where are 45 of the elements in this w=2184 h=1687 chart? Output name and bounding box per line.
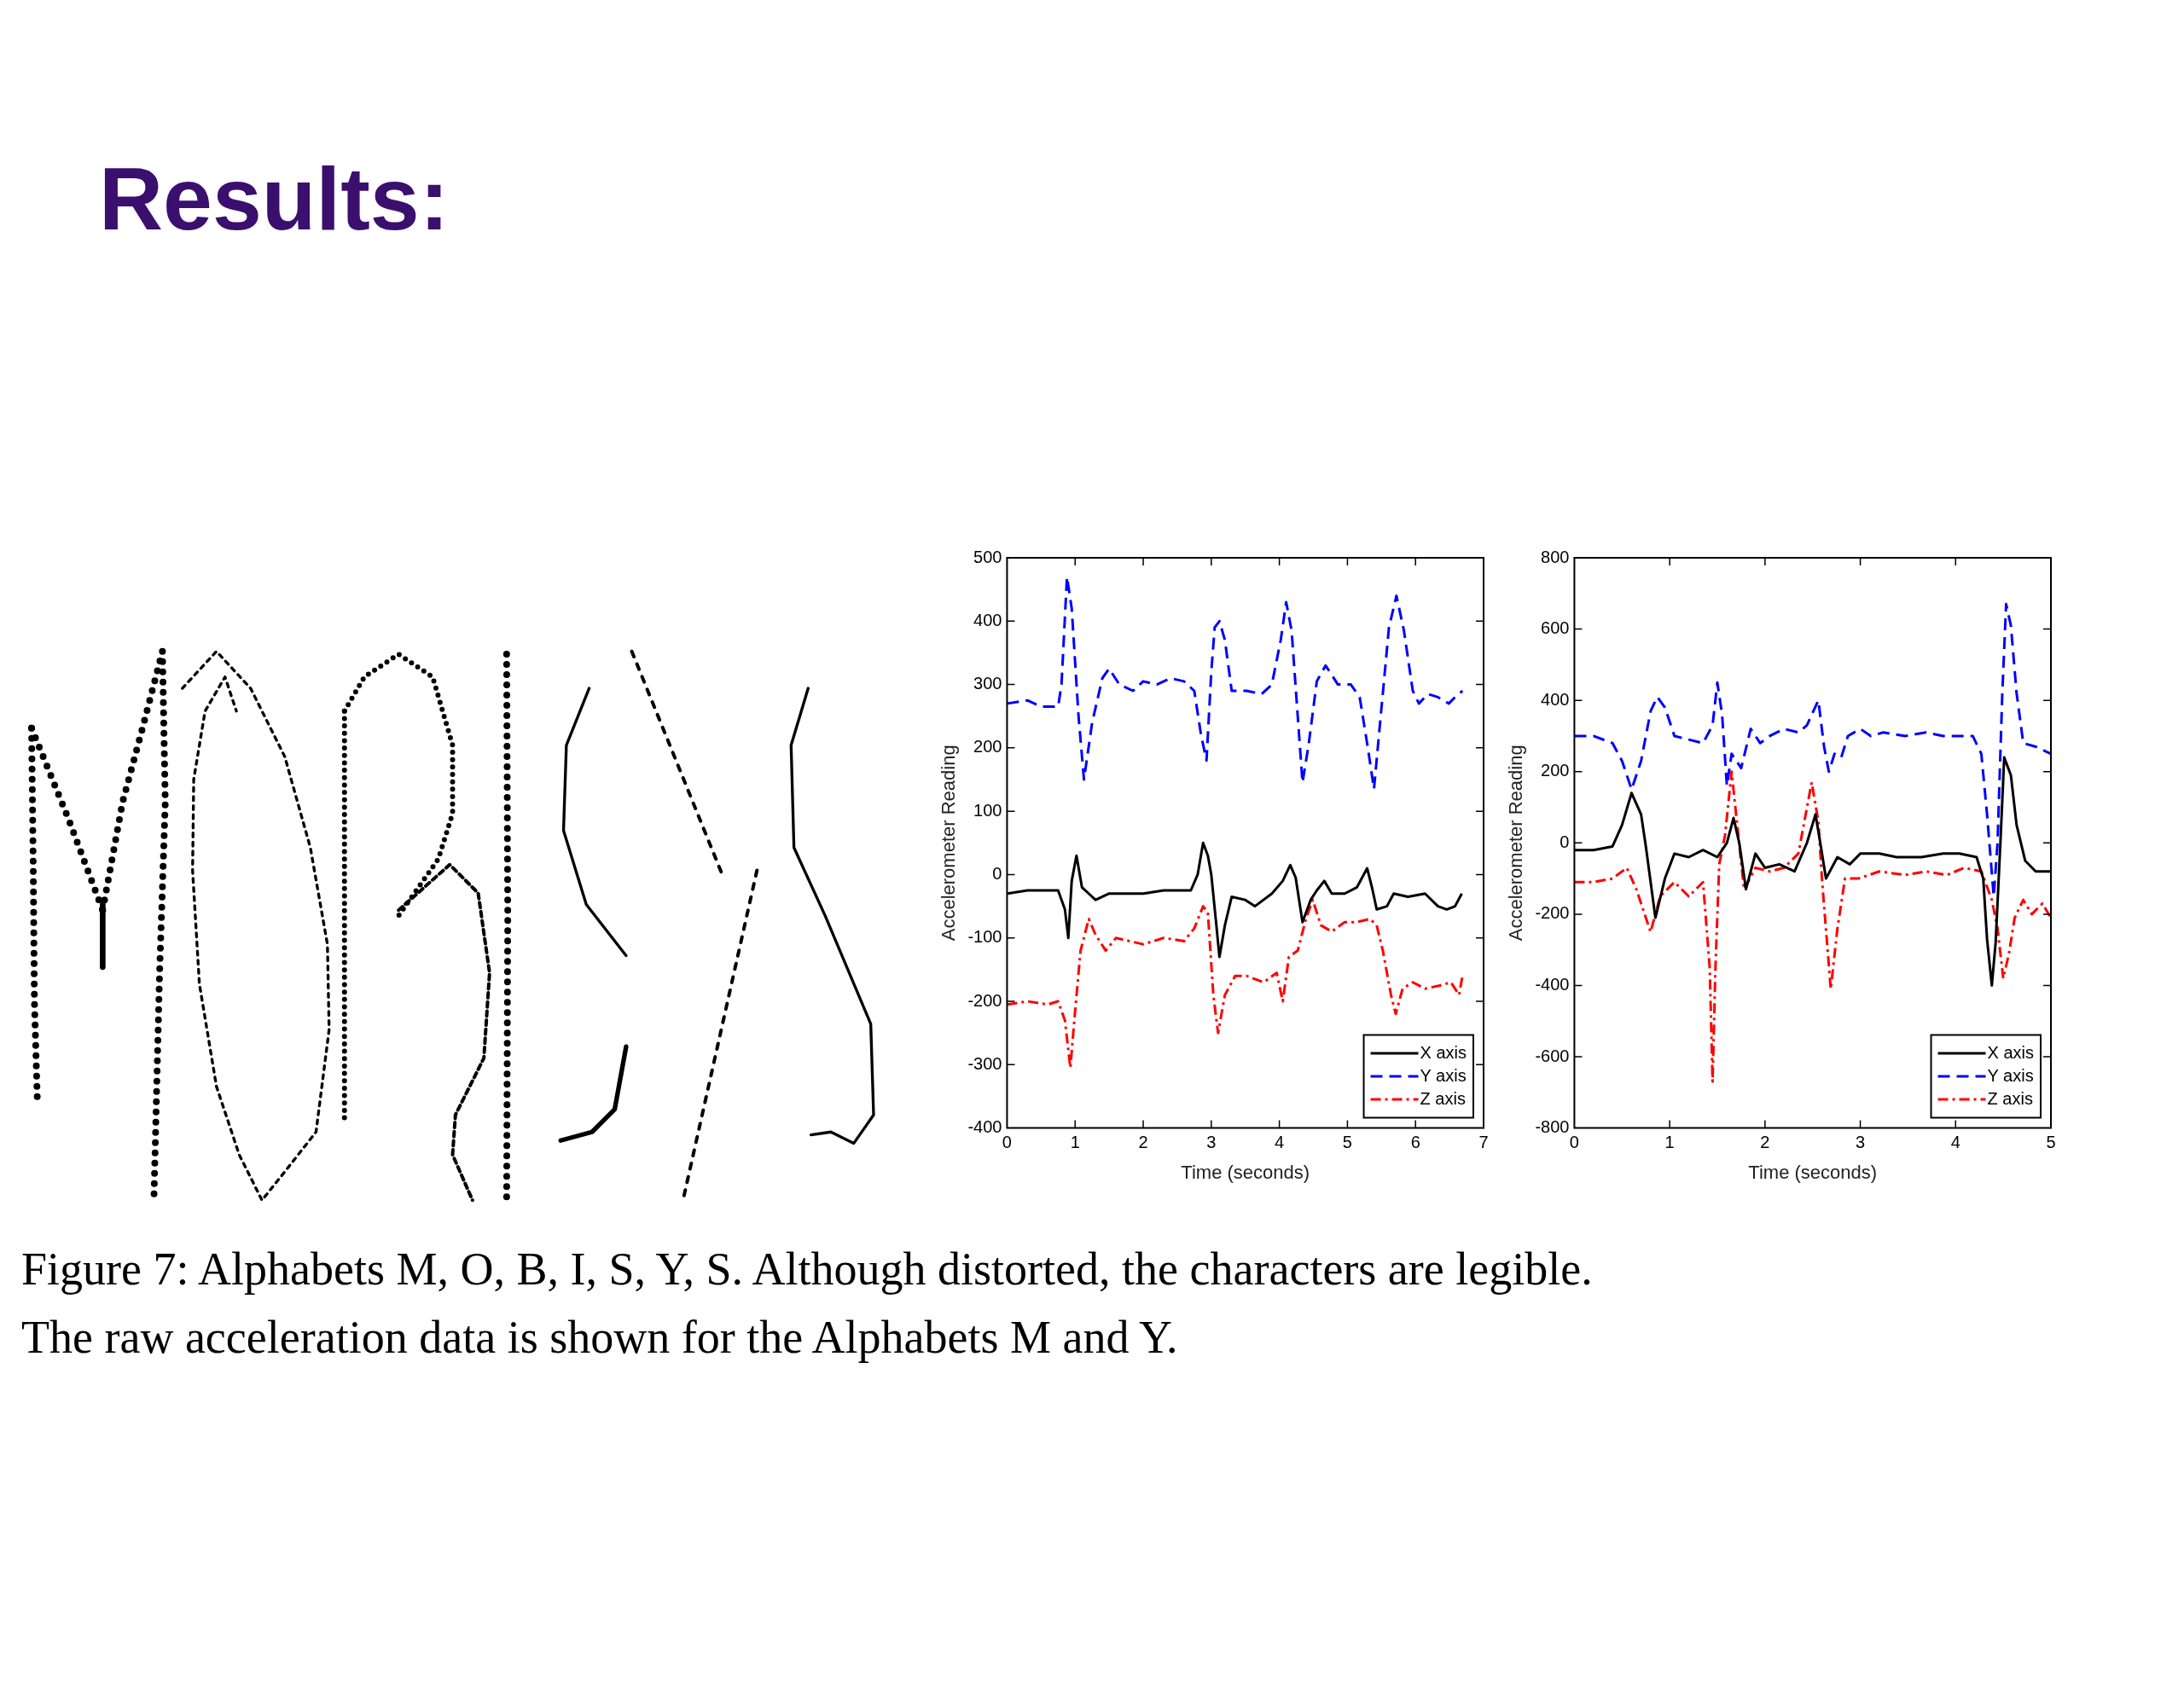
- y-axis-title: Accelerometer Reading: [938, 745, 960, 942]
- x-tick-label: 5: [2046, 1133, 2056, 1152]
- y-tick-label: 800: [1541, 547, 1570, 566]
- y-tick-label: 0: [992, 863, 1002, 883]
- y-tick-label: -400: [967, 1117, 1002, 1137]
- x-tick-label: 1: [1070, 1133, 1080, 1152]
- legend-label: Z axis: [1987, 1088, 2033, 1108]
- y-tick-label: -300: [967, 1053, 1002, 1073]
- line-series: [1574, 770, 2051, 1083]
- legend-label: Y axis: [1420, 1065, 1467, 1085]
- legend-label: Y axis: [1987, 1065, 2034, 1085]
- y-tick-label: 200: [1541, 761, 1570, 780]
- legend-label: X axis: [1987, 1042, 2035, 1062]
- x-axis-title: Time (seconds): [1748, 1161, 1878, 1183]
- y-tick-label: 100: [973, 800, 1002, 820]
- y-tick-label: 500: [973, 547, 1002, 566]
- y-tick-label: 200: [973, 737, 1002, 757]
- y-tick-label: -200: [967, 990, 1002, 1010]
- y-tick-label: -800: [1535, 1117, 1570, 1137]
- y-tick-label: -400: [1535, 974, 1570, 994]
- y-tick-label: 600: [1541, 618, 1570, 638]
- y-tick-label: -200: [1535, 903, 1570, 923]
- y-tick-label: 300: [973, 674, 1002, 693]
- x-tick-label: 3: [1856, 1133, 1866, 1152]
- legend-label: Z axis: [1420, 1088, 1466, 1108]
- text: Results:: [99, 148, 450, 250]
- x-tick-label: 5: [1342, 1133, 1352, 1152]
- y-tick-label: 400: [1541, 689, 1570, 709]
- x-tick-label: 7: [1478, 1133, 1489, 1152]
- x-tick-label: 2: [1760, 1133, 1770, 1152]
- x-tick-label: 4: [1275, 1133, 1285, 1152]
- x-tick-label: 3: [1206, 1133, 1217, 1152]
- y-tick-label: 400: [973, 610, 1002, 629]
- x-tick-label: 2: [1138, 1133, 1148, 1152]
- x-tick-label: 6: [1410, 1133, 1420, 1152]
- x-tick-label: 4: [1950, 1133, 1960, 1152]
- y-tick-label: 0: [1560, 832, 1570, 851]
- x-tick-label: 1: [1664, 1133, 1675, 1152]
- y-axis-title: Accelerometer Reading: [1505, 745, 1527, 942]
- text: The raw acceleration data is shown for the Alphabets M and Y.: [21, 1311, 1179, 1365]
- y-tick-label: -600: [1535, 1046, 1570, 1065]
- y-tick-label: -100: [967, 927, 1002, 947]
- legend-label: X axis: [1420, 1042, 1467, 1062]
- x-axis-title: Time (seconds): [1181, 1161, 1310, 1183]
- caption: Figure 7: Alphabets M, O, B, I, S, Y, S. Although distorted, the characters are legible.: [21, 1243, 1593, 1296]
